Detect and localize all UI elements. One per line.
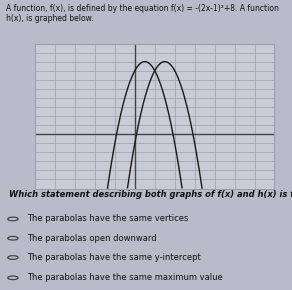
Text: The parabolas have the same vertices: The parabolas have the same vertices: [27, 214, 189, 224]
Text: Which statement describing both graphs of f(x) and h(x) is true?: Which statement describing both graphs o…: [9, 190, 292, 199]
Text: The parabolas have the same maximum value: The parabolas have the same maximum valu…: [27, 273, 223, 282]
Text: A function, f(x), is defined by the equation f(x) = -(2x-1)²+8. A function
h(x),: A function, f(x), is defined by the equa…: [6, 4, 279, 23]
Text: The parabolas have the same y-intercept: The parabolas have the same y-intercept: [27, 253, 201, 262]
Text: The parabolas open downward: The parabolas open downward: [27, 234, 157, 243]
